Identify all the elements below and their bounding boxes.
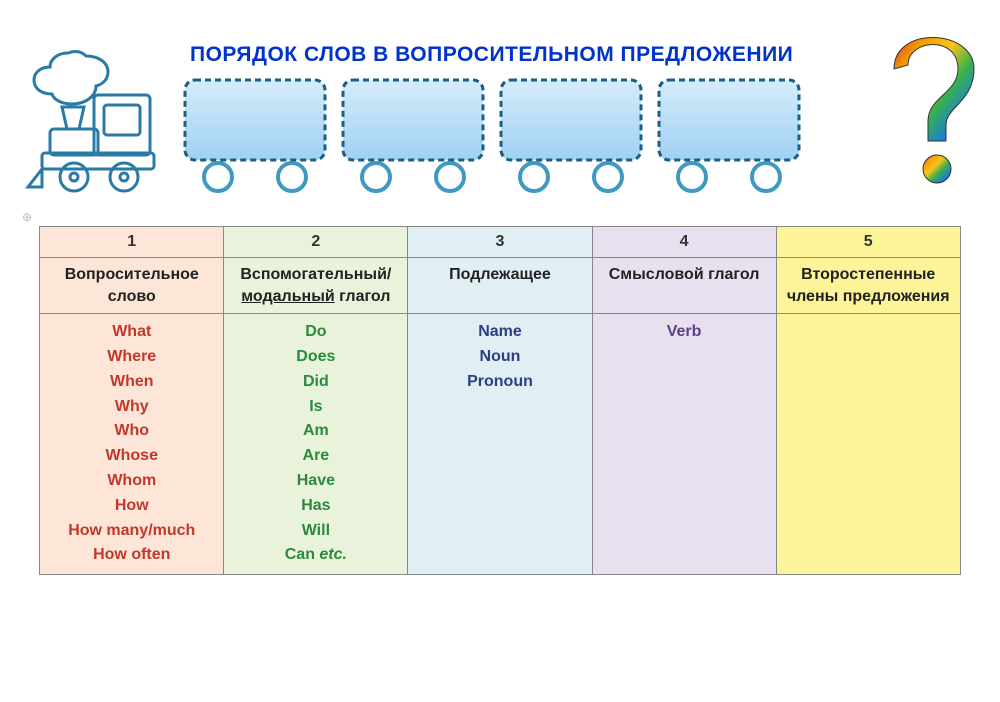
wagon-icon xyxy=(338,75,478,200)
question-mark-icon xyxy=(880,25,980,200)
col-num: 2 xyxy=(224,227,408,258)
col-header: Вопросительное слово xyxy=(40,258,224,314)
col-header: Подлежащее xyxy=(408,258,592,314)
col-header: Смысловой глагол xyxy=(592,258,776,314)
word-list: DoDoesDidIsAmAreHaveHasWillCan etc. xyxy=(224,314,408,575)
col-num: 4 xyxy=(592,227,776,258)
word-list xyxy=(776,314,960,575)
col-header: Вспомогательный/ модальный глагол xyxy=(224,258,408,314)
word-list: Verb xyxy=(592,314,776,575)
wagon-icon xyxy=(180,75,320,200)
locomotive-icon xyxy=(20,25,170,200)
header-row: Вопросительное слово Вспомогательный/ мо… xyxy=(40,258,961,314)
col-num: 5 xyxy=(776,227,960,258)
col-num: 3 xyxy=(408,227,592,258)
word-list: WhatWhereWhenWhyWhoWhoseWhomHowHow many/… xyxy=(40,314,224,575)
word-order-table: 1 2 3 4 5 Вопросительное слово Вспомогат… xyxy=(39,226,961,575)
anchor-marker: ⊕ xyxy=(22,210,980,224)
wagon-icon xyxy=(496,75,636,200)
number-row: 1 2 3 4 5 xyxy=(40,227,961,258)
wagon-icon xyxy=(654,75,794,200)
page-title: ПОРЯДОК СЛОВ В ВОПРОСИТЕЛЬНОМ ПРЕДЛОЖЕНИ… xyxy=(190,43,870,67)
col-num: 1 xyxy=(40,227,224,258)
words-row: WhatWhereWhenWhyWhoWhoseWhomHowHow many/… xyxy=(40,314,961,575)
word-list: NameNounPronoun xyxy=(408,314,592,575)
col-header: Второстепенные члены предложения xyxy=(776,258,960,314)
wagons-row xyxy=(180,75,870,200)
train-header: ПОРЯДОК СЛОВ В ВОПРОСИТЕЛЬНОМ ПРЕДЛОЖЕНИ… xyxy=(20,20,980,200)
